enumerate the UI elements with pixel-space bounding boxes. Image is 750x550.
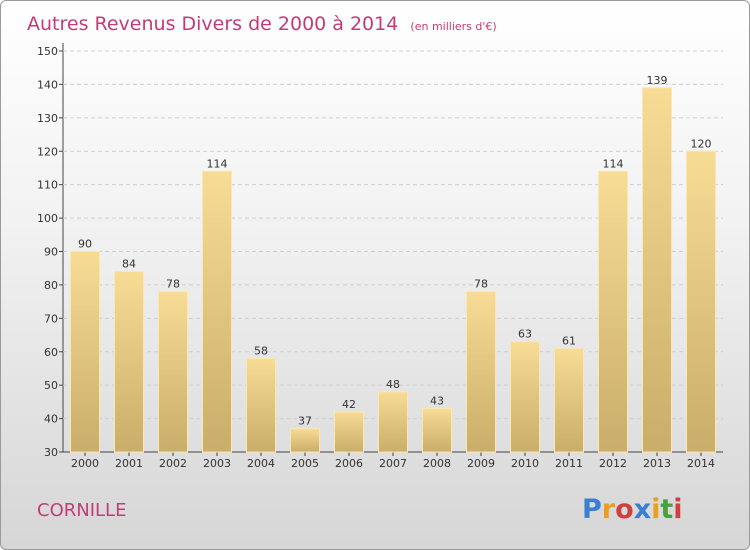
bar-2013 <box>642 87 672 453</box>
value-label-2004: 58 <box>254 344 268 357</box>
bar-2011 <box>554 347 584 453</box>
logo-letter-0: P <box>582 494 602 525</box>
value-label-2010: 63 <box>518 328 532 341</box>
chart-title-text: Autres Revenus Divers de 2000 à 2014 <box>27 13 398 35</box>
x-tick-label-2012: 2012 <box>599 457 627 470</box>
x-tick-label-2001: 2001 <box>115 457 143 470</box>
x-tick-label-2011: 2011 <box>555 457 583 470</box>
chart-unit: (en milliers d'€) <box>410 20 496 33</box>
y-tick-label-120: 120 <box>37 145 58 158</box>
value-label-2005: 37 <box>298 415 312 428</box>
y-tick-label-140: 140 <box>37 78 58 91</box>
value-label-2002: 78 <box>166 278 180 291</box>
bar-2009 <box>466 291 496 453</box>
value-label-2011: 61 <box>562 334 576 347</box>
labels: 30 40 50 60 70 80 90 100 110 120 130 140 150 90 2000 84… <box>37 45 715 470</box>
value-label-2013: 139 <box>647 74 668 87</box>
x-tick-label-2006: 2006 <box>335 457 363 470</box>
x-tick-label-2013: 2013 <box>643 457 671 470</box>
value-label-2014: 120 <box>691 137 712 150</box>
y-tick-label-50: 50 <box>44 379 58 392</box>
value-label-2001: 84 <box>122 258 136 271</box>
y-tick-label-40: 40 <box>44 413 58 426</box>
bar-2010 <box>510 341 540 453</box>
bar-2003 <box>202 170 232 453</box>
x-tick-label-2009: 2009 <box>467 457 495 470</box>
x-tick-label-2003: 2003 <box>203 457 231 470</box>
bar-2012 <box>598 170 628 453</box>
x-tick-label-2007: 2007 <box>379 457 407 470</box>
bar-2002 <box>158 291 188 453</box>
bar-2007 <box>378 391 408 453</box>
y-tick-label-100: 100 <box>37 212 58 225</box>
value-label-2009: 78 <box>474 278 488 291</box>
x-tick-label-2005: 2005 <box>291 457 319 470</box>
value-label-2006: 42 <box>342 398 356 411</box>
logo-letter-5: t <box>660 494 673 525</box>
bar-2006 <box>334 411 364 453</box>
chart-title: Autres Revenus Divers de 2000 à 2014 (en… <box>27 13 497 35</box>
logo-letter-6: i <box>673 494 682 525</box>
x-tick-label-2014: 2014 <box>687 457 715 470</box>
bar-2000 <box>70 251 100 453</box>
value-label-2000: 90 <box>78 238 92 251</box>
x-tick-label-2010: 2010 <box>511 457 539 470</box>
bars <box>70 87 716 453</box>
bar-2005 <box>290 428 320 453</box>
x-tick-label-2000: 2000 <box>71 457 99 470</box>
y-tick-label-130: 130 <box>37 112 58 125</box>
logo-letter-4: i <box>651 494 660 525</box>
x-tick-label-2004: 2004 <box>247 457 275 470</box>
y-tick-label-90: 90 <box>44 246 58 259</box>
bar-2008 <box>422 408 452 453</box>
y-tick-label-70: 70 <box>44 312 58 325</box>
x-tick-label-2002: 2002 <box>159 457 187 470</box>
y-tick-label-150: 150 <box>37 45 58 58</box>
y-tick-label-30: 30 <box>44 446 58 459</box>
value-label-2012: 114 <box>603 157 624 170</box>
logo-letter-3: x <box>634 494 651 525</box>
value-label-2008: 43 <box>430 395 444 408</box>
bar-2001 <box>114 271 144 453</box>
logo-letter-1: r <box>602 494 616 525</box>
bar-2004 <box>246 357 276 453</box>
value-label-2007: 48 <box>386 378 400 391</box>
y-tick-label-110: 110 <box>37 179 58 192</box>
y-tick-label-60: 60 <box>44 346 58 359</box>
value-label-2003: 114 <box>207 157 228 170</box>
commune-name: CORNILLE <box>37 500 126 521</box>
proxiti-logo: Proxiti <box>582 494 683 525</box>
x-tick-label-2008: 2008 <box>423 457 451 470</box>
logo-letter-2: o <box>615 494 634 525</box>
bar-2014 <box>686 150 716 453</box>
y-tick-label-80: 80 <box>44 279 58 292</box>
